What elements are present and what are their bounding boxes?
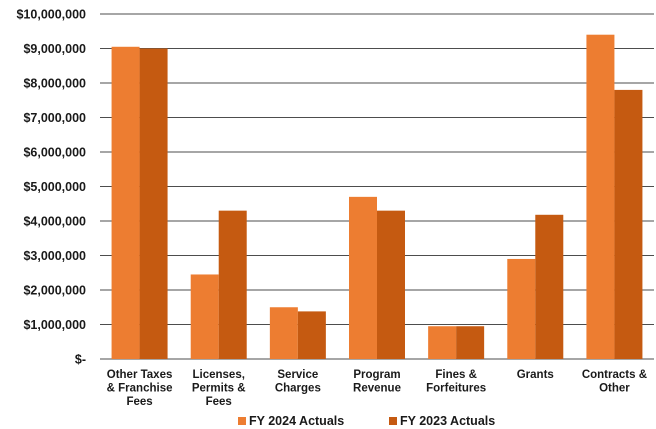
y-tick-label: $4,000,000 [23, 215, 86, 229]
bar-fy2023 [535, 214, 564, 359]
y-tick-label: $8,000,000 [23, 77, 86, 91]
bar-fy2024 [349, 196, 377, 359]
y-axis-tick-labels: $- $1,000,000 $2,000,000 $3,000,000 $4,000,0… [16, 8, 86, 367]
y-tick-label: $- [75, 353, 86, 367]
bar-fy2023 [218, 210, 247, 359]
y-tick-label: $3,000,000 [23, 249, 86, 263]
bar-fy2024 [190, 274, 219, 359]
legend-swatch [389, 417, 397, 425]
y-tick-label: $9,000,000 [23, 42, 86, 56]
y-tick-label: $7,000,000 [23, 111, 86, 125]
y-tick-label: $2,000,000 [23, 284, 86, 298]
bar-fy2023 [297, 311, 326, 359]
x-category-label: Program Revenue [353, 369, 401, 395]
bar-fy2024 [428, 326, 457, 359]
y-tick-label: $1,000,000 [23, 318, 86, 332]
legend-label: FY 2024 Actuals [249, 414, 344, 428]
bar-fy2024 [586, 34, 615, 359]
x-category-label: Other Taxes & Franchise Fees [107, 369, 173, 408]
x-category-label: Grants [517, 369, 554, 381]
legend: FY 2024 Actuals FY 2023 Actuals [238, 414, 495, 428]
y-tick-label: $5,000,000 [23, 180, 86, 194]
bar-fy2024 [507, 258, 536, 359]
bar-fy2024 [111, 46, 140, 360]
x-category-label: Licenses, Permits & Fees [192, 369, 246, 408]
legend-label: FY 2023 Actuals [400, 414, 495, 428]
bar-fy2023 [456, 326, 485, 359]
bar-fy2024 [269, 307, 298, 359]
bar-fy2023 [614, 89, 643, 360]
y-tick-label: $6,000,000 [23, 146, 86, 160]
x-category-label: Contracts & Other [582, 369, 647, 395]
bar-fy2023 [139, 48, 168, 359]
x-axis-category-labels: Other Taxes & Franchise Fees Licenses, Permi… [107, 369, 647, 408]
bar-fy2023 [377, 210, 405, 359]
x-category-label: Fines & Forfeitures [426, 369, 486, 395]
legend-swatch [238, 417, 246, 425]
y-tick-label: $10,000,000 [16, 8, 86, 22]
x-category-label: Service Charges [275, 369, 321, 395]
bars [111, 34, 643, 360]
